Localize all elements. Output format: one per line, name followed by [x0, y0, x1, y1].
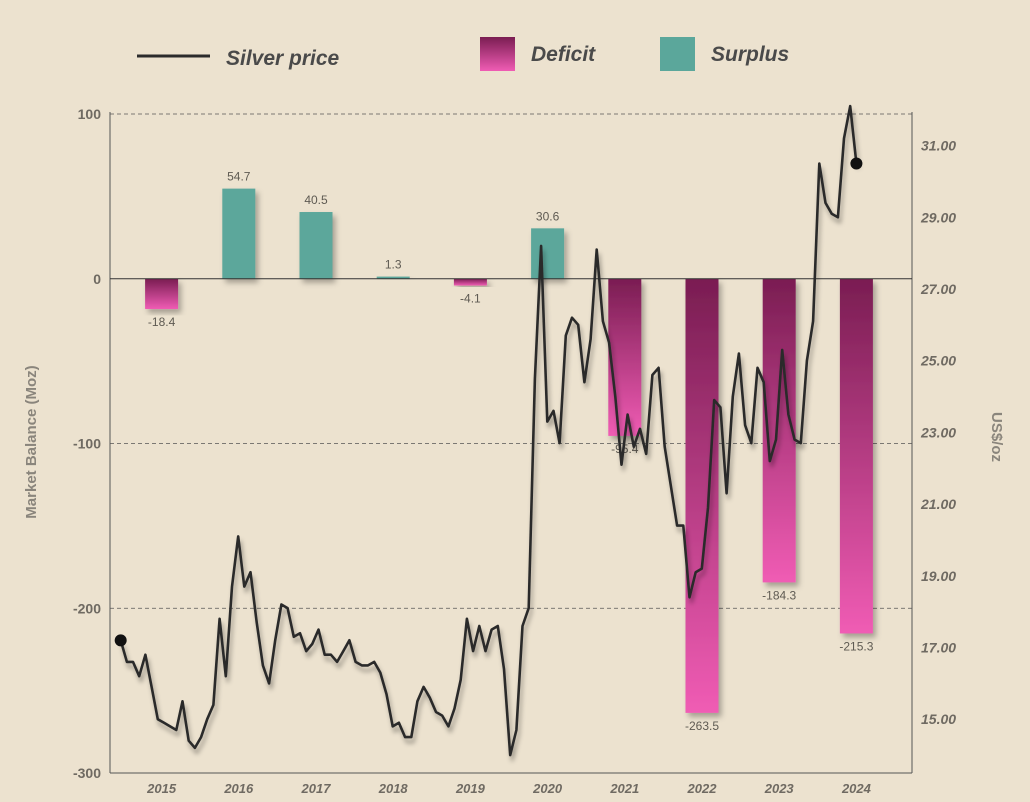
surplus-bar	[531, 228, 565, 279]
right-tick-label: 19.00	[921, 568, 956, 584]
surplus-bar	[299, 212, 333, 279]
bar-value-label: 54.7	[227, 170, 251, 184]
deficit-bar	[608, 278, 642, 436]
right-tick-label: 27.00	[920, 281, 956, 297]
right-tick-label: 29.00	[920, 209, 956, 225]
surplus-bar	[222, 188, 256, 279]
bar-value-label: -215.3	[839, 639, 873, 653]
left-axis-title: Market Balance (Moz)	[23, 365, 40, 518]
legend-surplus-swatch	[660, 37, 695, 71]
deficit-bar	[453, 278, 487, 286]
bar-value-label: -18.4	[148, 315, 176, 329]
left-axis-ticks: 100 0 -100 -200 -300	[73, 106, 101, 781]
x-tick-label: 2018	[378, 781, 409, 796]
right-axis-title: US$/oz	[988, 412, 1005, 462]
right-tick-label: 17.00	[921, 640, 956, 656]
legend-deficit-swatch	[480, 37, 515, 71]
bar-value-label: -4.1	[460, 292, 481, 306]
bar-value-label: -263.5	[685, 719, 719, 733]
bar-value-label: -95.4	[611, 442, 639, 456]
left-tick-label: -300	[73, 765, 101, 781]
deficit-bar	[839, 278, 873, 634]
x-tick-label: 2019	[455, 781, 486, 796]
bar-value-label: -184.3	[762, 588, 796, 602]
right-tick-label: 25.00	[920, 353, 956, 369]
legend-deficit-label: Deficit	[531, 43, 596, 66]
bar-value-label: 30.6	[536, 209, 560, 223]
balance-bars	[145, 188, 873, 713]
x-tick-label: 2024	[841, 781, 872, 796]
x-tick-label: 2015	[146, 781, 177, 796]
x-tick-label: 2023	[764, 781, 795, 796]
silver-price-line	[119, 104, 858, 757]
legend-surplus-label: Surplus	[711, 43, 789, 66]
price-end-marker	[850, 157, 863, 170]
left-tick-label: -200	[73, 600, 101, 616]
x-tick-label: 2020	[532, 781, 563, 796]
left-tick-label: 100	[78, 106, 102, 122]
x-tick-label: 2022	[687, 781, 718, 796]
deficit-bar	[685, 278, 719, 713]
x-tick-label: 2021	[609, 781, 639, 796]
price-start-marker	[114, 634, 127, 647]
bar-value-label: 40.5	[304, 193, 328, 207]
right-tick-label: 15.00	[921, 711, 956, 727]
legend-price-label: Silver price	[226, 47, 340, 70]
deficit-bar	[145, 278, 179, 310]
legend: Silver price Deficit Surplus	[137, 37, 789, 71]
left-tick-label: -100	[73, 436, 101, 452]
right-tick-label: 23.00	[920, 424, 956, 440]
left-tick-label: 0	[93, 271, 101, 287]
x-axis-ticks: 2015 2016 2017 2018 2019 2020 2021 2022 2023 2024	[146, 781, 871, 796]
balance-bar-labels: -18.4 54.7 40.5 1.3 -4.1 30.6 -95.4 -263.5 -184.…	[148, 170, 874, 733]
bar-value-label: 1.3	[385, 258, 402, 272]
x-tick-label: 2016	[223, 781, 254, 796]
right-tick-label: 31.00	[921, 138, 956, 154]
surplus-bar	[376, 276, 410, 279]
x-tick-label: 2017	[301, 781, 332, 796]
right-axis-ticks: 31.00 29.00 27.00 25.00 23.00 21.00 19.00 17.00…	[920, 138, 956, 728]
price-line-group	[114, 104, 863, 757]
right-tick-label: 21.00	[920, 496, 956, 512]
